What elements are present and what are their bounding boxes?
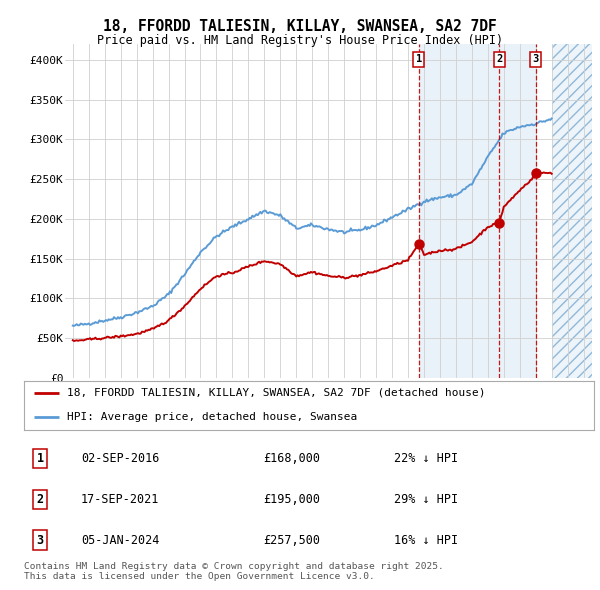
Text: 20: 20 [147,402,158,412]
Bar [551,44,592,378]
Text: 16% ↓ HPI: 16% ↓ HPI [395,534,458,547]
Text: 2: 2 [496,54,502,64]
Text: 22% ↓ HPI: 22% ↓ HPI [395,452,458,465]
Text: 20: 20 [434,402,446,412]
Text: 20: 20 [562,402,574,412]
Bar [499,44,536,378]
Text: 17-SEP-2021: 17-SEP-2021 [81,493,160,506]
Text: 3: 3 [533,54,539,64]
Bar [419,44,499,378]
Text: 20: 20 [242,402,254,412]
Text: 19: 19 [99,402,110,412]
Text: 20: 20 [530,402,542,412]
Text: 20: 20 [338,402,350,412]
Text: 20: 20 [163,402,175,412]
Text: 20: 20 [546,402,557,412]
Text: 05-JAN-2024: 05-JAN-2024 [81,534,160,547]
Text: 20: 20 [354,402,366,412]
Text: 20: 20 [402,402,414,412]
Text: 18, FFORDD TALIESIN, KILLAY, SWANSEA, SA2 7DF: 18, FFORDD TALIESIN, KILLAY, SWANSEA, SA… [103,19,497,34]
Text: £168,000: £168,000 [263,452,320,465]
Text: 02-SEP-2016: 02-SEP-2016 [81,452,160,465]
Text: 20: 20 [227,402,238,412]
Text: 20: 20 [578,402,589,412]
Text: 20: 20 [307,402,318,412]
Text: 3: 3 [37,534,44,547]
Text: 20: 20 [179,402,190,412]
Text: 20: 20 [418,402,430,412]
Text: HPI: Average price, detached house, Swansea: HPI: Average price, detached house, Swan… [67,412,357,422]
Text: 20: 20 [211,402,223,412]
Text: 19: 19 [67,402,79,412]
Text: 20: 20 [290,402,302,412]
Text: Contains HM Land Registry data © Crown copyright and database right 2025.
This d: Contains HM Land Registry data © Crown c… [24,562,444,581]
Text: 19: 19 [83,402,95,412]
Text: 20: 20 [370,402,382,412]
Text: 29% ↓ HPI: 29% ↓ HPI [395,493,458,506]
Text: 20: 20 [194,402,206,412]
Text: 20: 20 [259,402,270,412]
Text: 20: 20 [322,402,334,412]
Text: Price paid vs. HM Land Registry's House Price Index (HPI): Price paid vs. HM Land Registry's House … [97,34,503,47]
Text: 18, FFORDD TALIESIN, KILLAY, SWANSEA, SA2 7DF (detached house): 18, FFORDD TALIESIN, KILLAY, SWANSEA, SA… [67,388,485,398]
Text: 1: 1 [416,54,422,64]
Text: 20: 20 [482,402,494,412]
Text: 20: 20 [450,402,462,412]
Text: 2: 2 [37,493,44,506]
Text: 20: 20 [386,402,398,412]
Text: 1: 1 [37,452,44,465]
Text: 20: 20 [498,402,509,412]
Text: 20: 20 [466,402,478,412]
Bar [551,44,592,378]
Text: 19: 19 [131,402,143,412]
Text: £257,500: £257,500 [263,534,320,547]
Text: 19: 19 [115,402,127,412]
Text: £195,000: £195,000 [263,493,320,506]
Text: 20: 20 [514,402,526,412]
Text: 20: 20 [274,402,286,412]
